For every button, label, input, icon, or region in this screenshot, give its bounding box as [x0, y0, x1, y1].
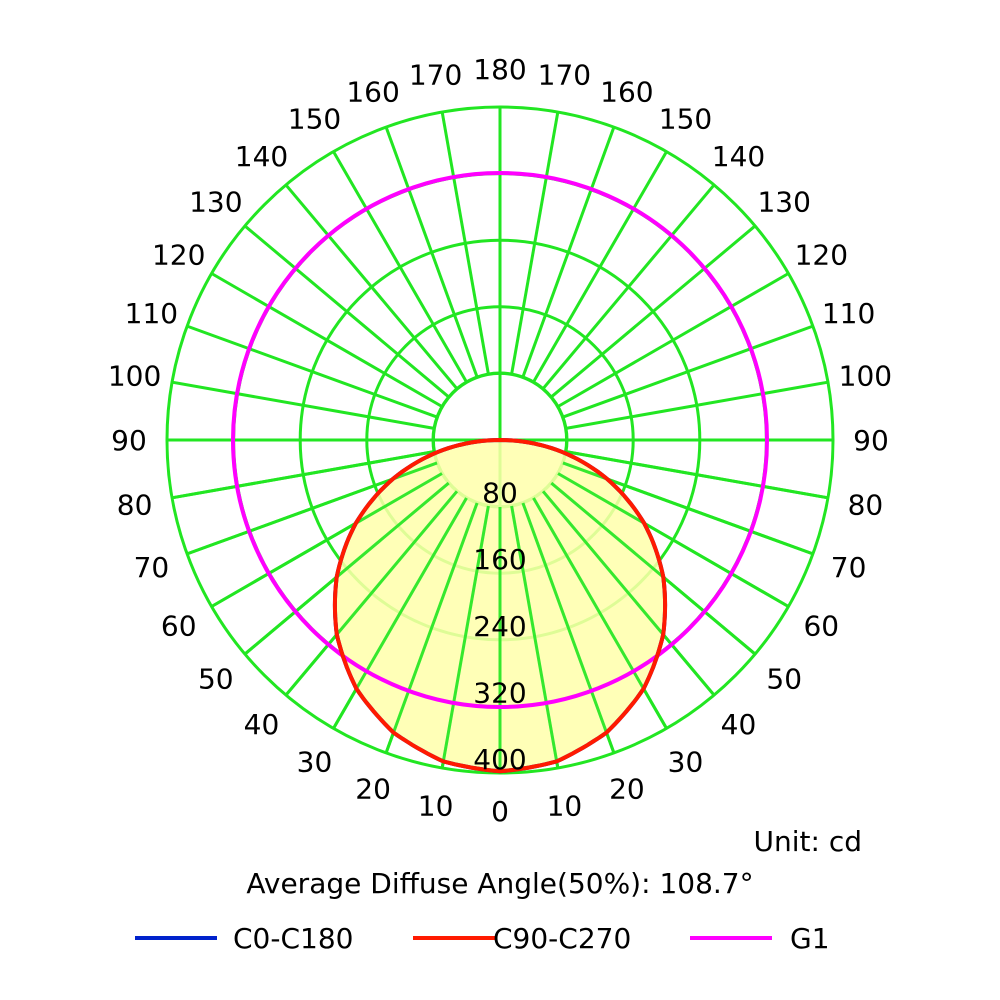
series-c90-c270: [332, 437, 668, 774]
tick-labels: 1800901001101201301401501601709010011012…: [108, 53, 892, 828]
grid-spoke: [550, 224, 757, 399]
radial-tick-label: 80: [482, 477, 518, 510]
grid-spoke: [243, 224, 450, 399]
angle-label-180: 180: [473, 53, 526, 86]
angle-label-right: 30: [668, 745, 704, 778]
grid-spoke-overlay: [550, 481, 757, 656]
grid-spoke-overlay: [284, 490, 459, 697]
angle-label-right: 170: [538, 59, 591, 92]
grid-spoke: [210, 272, 443, 408]
grid-spoke: [521, 126, 616, 378]
angle-label-right: 160: [600, 75, 653, 108]
grid-spoke: [565, 380, 829, 430]
legend: C0-C180 C90-C270 G1: [135, 922, 830, 955]
angle-label-left: 10: [418, 789, 454, 822]
legend-label-c0-c180: C0-C180: [233, 922, 353, 955]
angle-label-left: 100: [108, 360, 161, 393]
grid-spoke: [284, 183, 459, 390]
angle-label-right: 150: [659, 103, 712, 136]
angle-label-left: 130: [189, 186, 242, 219]
angle-label-right: 40: [721, 708, 757, 741]
series-curves: [231, 171, 769, 774]
grid-spoke-overlay: [243, 481, 450, 656]
angle-label-right: 110: [822, 297, 875, 330]
angle-label-left: 70: [134, 551, 170, 584]
grid-spoke-overlay: [171, 450, 435, 500]
grid-spoke: [186, 324, 438, 419]
angle-label-right: 10: [547, 789, 583, 822]
grid-spoke: [384, 126, 479, 378]
grid-spoke: [171, 380, 435, 430]
grid-spoke-overlay: [521, 502, 616, 754]
grid-spoke-overlay: [384, 502, 479, 754]
radial-tick-label: 160: [473, 543, 526, 576]
grid-spoke: [541, 183, 716, 390]
radial-tick-label: 320: [473, 676, 526, 709]
grid-spoke: [332, 150, 468, 383]
radial-tick-label: 240: [473, 610, 526, 643]
angle-label-right: 130: [757, 186, 810, 219]
grid-spoke-overlay: [541, 490, 716, 697]
grid-spoke: [532, 150, 668, 383]
grid-spoke-overlay: [510, 505, 560, 769]
legend-label-c90-c270: C90-C270: [493, 922, 631, 955]
angle-label-left: 110: [125, 297, 178, 330]
angle-label-right: 50: [766, 663, 802, 696]
angle-label-left: 150: [288, 103, 341, 136]
angle-label-left: 120: [152, 239, 205, 272]
angle-label-right: 80: [848, 488, 884, 521]
angle-label-right: 70: [831, 551, 867, 584]
angle-label-right: 60: [803, 610, 839, 643]
grid-spoke: [557, 272, 790, 408]
angle-label-right: 20: [609, 773, 645, 806]
angle-label-right: 120: [795, 239, 848, 272]
angle-label-left: 30: [297, 745, 333, 778]
diffuse-angle-note: Average Diffuse Angle(50%): 108.7°: [246, 867, 753, 900]
angle-label-right: 100: [839, 360, 892, 393]
radial-tick-label: 400: [473, 743, 526, 776]
angle-label-left: 80: [117, 488, 153, 521]
angle-label-left: 140: [235, 140, 288, 173]
grid-spoke-overlay: [210, 472, 443, 608]
angle-label-left: 40: [244, 708, 280, 741]
angle-label-left: 60: [161, 610, 197, 643]
grid-spoke-overlay: [440, 505, 490, 769]
angle-label-left: 170: [409, 59, 462, 92]
angle-label-left: 160: [346, 75, 399, 108]
angle-label-left: 20: [355, 773, 391, 806]
light-distribution-fill: [171, 440, 829, 773]
grid-spoke: [562, 324, 814, 419]
angle-label-right: 90: [853, 424, 889, 457]
angle-label-0: 0: [491, 795, 509, 828]
series-g1: [231, 171, 769, 709]
angle-label-left: 90: [111, 424, 147, 457]
angle-label-right: 140: [712, 140, 765, 173]
grid-spoke: [440, 111, 490, 375]
angle-label-left: 50: [198, 663, 234, 696]
grid-spoke-overlay: [557, 472, 790, 608]
grid-spoke-overlay: [565, 450, 829, 500]
legend-label-g1: G1: [790, 922, 830, 955]
unit-label: Unit: cd: [754, 825, 863, 858]
grid-spoke: [510, 111, 560, 375]
